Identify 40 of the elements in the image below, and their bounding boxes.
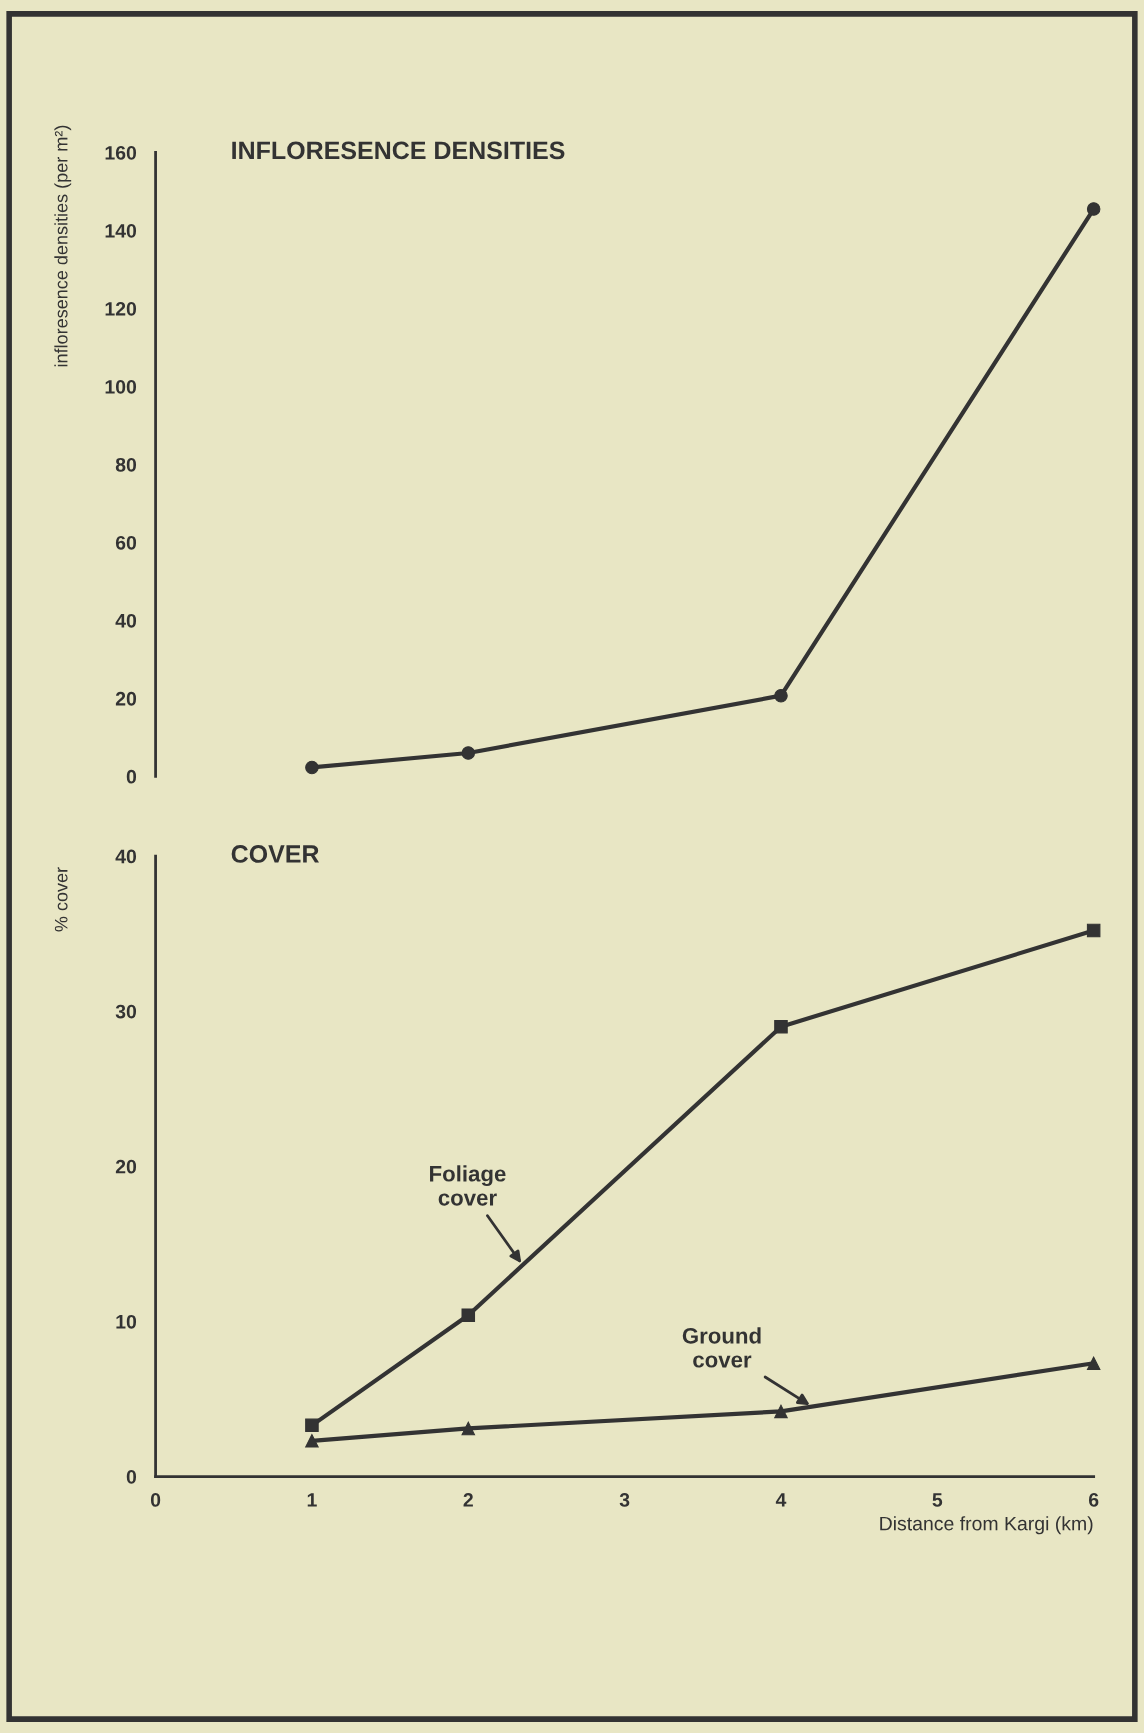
point xyxy=(461,1308,476,1322)
y-tick-label: 100 xyxy=(105,379,137,394)
x-tick-label: 4 xyxy=(775,1493,787,1507)
x-tick-label: 3 xyxy=(619,1493,630,1507)
y-tick-label: 140 xyxy=(105,223,137,238)
point xyxy=(1086,923,1101,938)
point xyxy=(461,746,476,760)
point xyxy=(461,1421,476,1436)
x-tick-label: 0 xyxy=(150,1493,161,1507)
point xyxy=(305,1434,319,1448)
x-tick-label: 1 xyxy=(307,1493,317,1507)
y-tick-label: 160 xyxy=(105,145,137,160)
chart-title: INFLORESENCE DENSITIES xyxy=(232,141,565,160)
y-tick-label: 20 xyxy=(115,1159,137,1174)
point xyxy=(774,1019,788,1034)
annotation: Ground cover xyxy=(682,1327,761,1368)
point xyxy=(305,760,319,775)
x-tick-label: 2 xyxy=(463,1493,473,1507)
y-tick-label: 10 xyxy=(116,1314,137,1329)
y-tick-label: 40 xyxy=(115,849,137,864)
y-tick-label: 60 xyxy=(115,535,137,550)
x-axis-title: Distance from Kargi (km) xyxy=(880,1516,1093,1535)
point xyxy=(305,1418,319,1433)
point xyxy=(1086,202,1101,216)
y-axis-title: % cover xyxy=(54,867,68,932)
point xyxy=(774,688,788,703)
point xyxy=(1086,1356,1101,1371)
y-tick-label: 40 xyxy=(115,613,137,628)
y-tick-label: 80 xyxy=(115,457,137,472)
y-tick-label: 120 xyxy=(105,301,137,316)
y-tick-label: 20 xyxy=(115,691,137,706)
point xyxy=(774,1404,788,1419)
y-tick-label: 0 xyxy=(126,1469,137,1484)
y-tick-label: 30 xyxy=(115,1004,137,1019)
annotation: Foliage cover xyxy=(430,1165,506,1206)
y-tick-label: 0 xyxy=(126,769,137,784)
x-tick-label: 6 xyxy=(1088,1493,1099,1507)
chart-title: COVER xyxy=(231,845,320,863)
x-tick-label: 5 xyxy=(932,1493,943,1507)
y-axis-title: infloresence densities (per m²) xyxy=(54,125,72,367)
